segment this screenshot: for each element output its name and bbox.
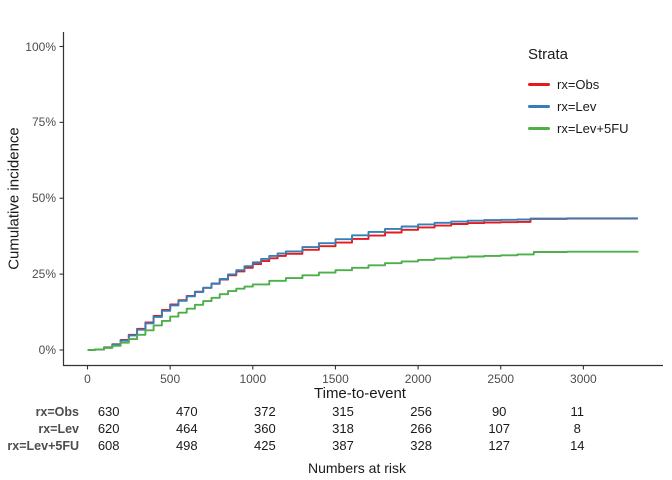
legend-item-label: rx=Obs xyxy=(557,76,600,92)
risk-row-label: rx=Obs xyxy=(35,405,79,419)
risk-count: 620 xyxy=(97,421,120,436)
risk-count: 498 xyxy=(175,438,198,453)
risk-count: 608 xyxy=(97,438,120,453)
x-tick-label: 500 xyxy=(160,372,181,386)
risk-count: 464 xyxy=(175,421,198,436)
legend: Strata rx=Obs rx=Lev rx=Lev+5FU xyxy=(528,46,629,139)
x-tick-label: 2500 xyxy=(487,372,515,386)
risk-count: 425 xyxy=(254,438,276,453)
risk-count: 387 xyxy=(332,438,354,453)
risk-row-label: rx=Lev xyxy=(38,422,79,436)
y-tick-label: 100% xyxy=(25,39,56,54)
legend-key-line-icon xyxy=(528,126,550,130)
risk-count: 470 xyxy=(175,404,198,419)
risk-count: 256 xyxy=(410,404,432,419)
x-tick-label: 0 xyxy=(84,372,91,386)
x-tick-label: 1000 xyxy=(239,372,267,386)
risk-row-label: rx=Lev+5FU xyxy=(7,439,79,453)
risk-count: 11 xyxy=(570,404,585,419)
risk-count: 318 xyxy=(332,421,354,436)
y-tick-label: 0% xyxy=(38,343,56,357)
legend-items: rx=Obs rx=Lev rx=Lev+5FU xyxy=(528,73,629,139)
legend-item: rx=Obs xyxy=(528,73,629,95)
legend-title: Strata xyxy=(528,46,569,63)
x-tick-label: 1500 xyxy=(322,372,349,386)
risk-count: 127 xyxy=(488,438,511,453)
curve-rx-lev xyxy=(87,217,638,351)
x-axis-title: Time-to-event xyxy=(314,385,406,402)
risk-count: 90 xyxy=(491,404,507,419)
legend-key-line-icon xyxy=(528,82,550,86)
risk-count: 372 xyxy=(254,404,276,419)
x-tick-label: 3000 xyxy=(570,372,597,386)
legend-item: rx=Lev+5FU xyxy=(528,117,629,139)
risk-count: 8 xyxy=(573,421,581,436)
legend-item-label: rx=Lev xyxy=(557,98,597,114)
legend-key-line-icon xyxy=(528,104,550,108)
curve-rx-lev-5fu xyxy=(87,250,639,351)
risk-count: 107 xyxy=(488,421,511,436)
risk-count: 315 xyxy=(332,404,354,419)
risk-count: 328 xyxy=(410,438,432,453)
risk-count: 360 xyxy=(254,421,276,436)
risk-count: 14 xyxy=(570,438,585,453)
risk-count: 630 xyxy=(97,404,120,419)
risk-count: 266 xyxy=(410,421,432,436)
risk-table-caption: Numbers at risk xyxy=(307,460,407,476)
legend-item-label: rx=Lev+5FU xyxy=(557,120,629,136)
x-tick-label: 2000 xyxy=(404,372,432,386)
y-tick-label: 75% xyxy=(31,115,56,130)
y-tick-label: 50% xyxy=(31,191,56,206)
legend-item: rx=Lev xyxy=(528,95,629,117)
y-tick-label: 25% xyxy=(31,267,56,282)
curve-rx-obs xyxy=(87,217,638,351)
